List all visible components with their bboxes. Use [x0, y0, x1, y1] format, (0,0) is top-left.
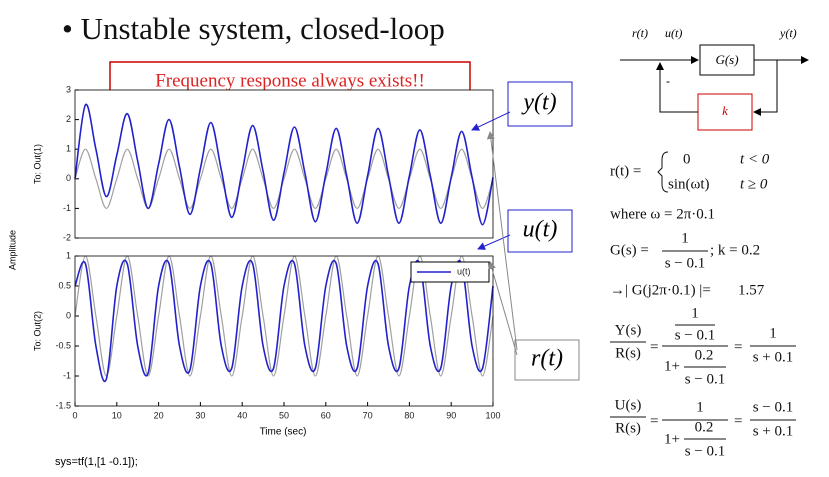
x-tick-label: 70 — [363, 410, 373, 420]
eq: 1+ — [664, 358, 680, 374]
eq: s − 0.1 — [685, 443, 726, 459]
x-tick-label: 40 — [237, 410, 247, 420]
eq: s − 0.1 — [665, 255, 706, 271]
x-tick-label: 80 — [404, 410, 414, 420]
arrow — [486, 131, 518, 351]
y-tick-label: 0 — [66, 310, 71, 320]
y-tick-label: 1 — [66, 250, 71, 260]
eq: r(t) = — [610, 163, 641, 179]
plot-area — [75, 90, 493, 238]
eq: 1+ — [664, 431, 680, 447]
block — [699, 44, 755, 76]
eq: Y(s) — [615, 322, 642, 338]
y-tick-label: 0.5 — [58, 280, 71, 290]
arrow — [477, 234, 511, 250]
x-tick-label: 10 — [112, 410, 122, 420]
y-tick-label: -1 — [63, 203, 71, 213]
y-tick-label: -0.5 — [55, 340, 71, 350]
legend-label: u(t) — [457, 266, 471, 276]
label-box — [514, 339, 580, 381]
eq: sin(ωt) — [668, 176, 710, 192]
block-label: G(s) — [715, 52, 738, 67]
y-tick-label: -1.5 — [55, 400, 71, 410]
y-axis-label: To: Out(1) — [32, 144, 42, 184]
eq: s + 0.1 — [753, 349, 794, 365]
eq: t ≥ 0 — [740, 176, 768, 192]
eq: s − 0.1 — [675, 327, 716, 343]
y-tick-label: -1 — [63, 370, 71, 380]
block-label: k — [722, 103, 728, 118]
signal: r(t) — [632, 26, 648, 40]
eq: s + 0.1 — [753, 423, 794, 439]
eq: = — [734, 413, 742, 429]
label-u: u(t) — [523, 217, 558, 243]
eq: 1 — [681, 230, 689, 246]
eq: R(s) — [615, 345, 641, 361]
eq: R(s) — [615, 420, 641, 436]
eq: U(s) — [615, 397, 642, 413]
x-tick-label: 60 — [321, 410, 331, 420]
y-tick-label: 0 — [66, 173, 71, 183]
block-diagram: r(t) u(t) y(t) G(s) k - — [620, 26, 809, 131]
signal: y(t) — [779, 26, 797, 40]
sign: - — [666, 74, 670, 88]
eq: where ω = 2π·0.1 — [610, 206, 715, 222]
eq: 1 — [696, 399, 704, 415]
x-axis-title: Time (sec) — [260, 427, 307, 438]
eq: s − 0.1 — [753, 399, 794, 415]
y-tick-label: -2 — [63, 232, 71, 242]
eq: = — [650, 413, 658, 429]
label-box — [507, 81, 573, 127]
x-tick-label: 30 — [195, 410, 205, 420]
axes-frame — [74, 89, 494, 239]
y-tick-label: 1 — [66, 144, 71, 154]
block — [697, 93, 753, 131]
label-box — [507, 209, 573, 253]
x-tick-label: 100 — [485, 410, 500, 420]
x-tick-label: 90 — [446, 410, 456, 420]
eq: 0.2 — [695, 419, 714, 435]
label-r: r(t) — [531, 346, 563, 372]
wire — [753, 60, 778, 116]
series-line — [74, 103, 494, 226]
x-tick-label: 50 — [279, 410, 289, 420]
label-y: y(t) — [521, 90, 556, 116]
arrow — [471, 111, 511, 131]
eq: →| G(j2π·0.1) |= — [610, 282, 711, 298]
wire — [656, 62, 698, 113]
equations: r(t) = 0 t < 0 sin(ωt) t ≥ 0 where ω = 2… — [610, 151, 796, 459]
eq: 0.2 — [695, 347, 714, 363]
brace — [657, 151, 669, 193]
x-tick-label: 20 — [154, 410, 164, 420]
eq: G(s) = — [610, 242, 649, 258]
code: sys=tf(1,[1 -0.1]); — [55, 456, 138, 468]
y-axis-title: Amplitude — [7, 230, 17, 270]
eq: t < 0 — [740, 151, 770, 167]
plots: To: Out(1) -2 -1 0 1 2 3 To: Out(2) -1.5 -1 -0.5 0 0… — [32, 84, 500, 420]
y-tick-label: 3 — [66, 84, 71, 94]
y-axis-label: To: Out(2) — [32, 311, 42, 351]
eq: s − 0.1 — [685, 371, 726, 387]
eq: ; k = 0.2 — [710, 242, 760, 258]
eq: 1.57 — [738, 282, 765, 298]
x-tick-label: 0 — [72, 410, 77, 420]
eq: 1 — [691, 305, 699, 321]
axes-frame — [74, 255, 494, 407]
eq: 0 — [683, 151, 691, 167]
eq: = — [734, 339, 742, 355]
signal: u(t) — [665, 26, 682, 40]
series-line — [74, 259, 494, 383]
slide-title: • Unstable system, closed-loop — [62, 11, 445, 46]
eq: 1 — [769, 325, 777, 341]
callout: Frequency response always exists!! — [155, 70, 425, 91]
y-tick-label: 2 — [66, 114, 71, 124]
eq: = — [650, 339, 658, 355]
arrow — [488, 261, 518, 356]
